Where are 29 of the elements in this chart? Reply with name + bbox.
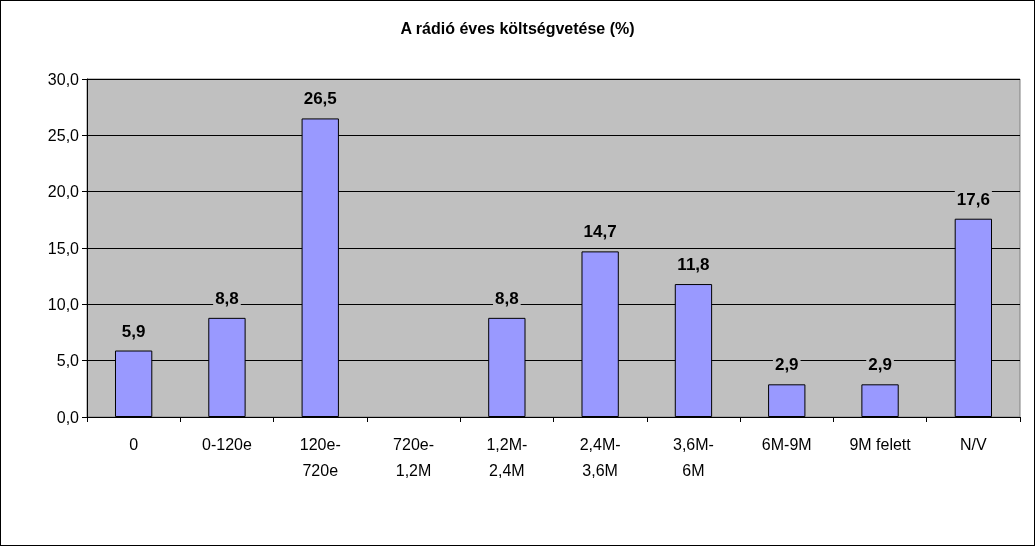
data-label: 11,8 — [677, 255, 710, 275]
y-tick-label: 5,0 — [56, 352, 80, 370]
data-label: 17,6 — [956, 189, 990, 209]
x-tick-label: 2,4M-3,6M — [579, 435, 621, 479]
data-label: 5,9 — [121, 321, 146, 341]
data-label: 26,5 — [303, 89, 337, 109]
data-label: 14,7 — [583, 222, 617, 242]
data-label: 2,9 — [868, 355, 892, 375]
data-label: 8,8 — [215, 288, 239, 308]
y-tick-label: 25,0 — [47, 126, 80, 144]
x-tick-label: 720e-1,2M — [393, 435, 435, 479]
x-tick-label: 6M-9M — [761, 435, 812, 453]
y-tick-label: 10,0 — [47, 295, 80, 313]
x-tick-label: 3,6M-6M — [673, 435, 714, 479]
y-tick-label: 30,0 — [47, 70, 80, 88]
y-tick-label: 0,0 — [56, 408, 80, 426]
x-tick-label: 0 — [129, 435, 139, 453]
y-tick-label: 15,0 — [47, 239, 80, 257]
data-label: 2,9 — [774, 355, 799, 375]
bar — [861, 384, 899, 417]
x-tick-label: 1,2M-2,4M — [486, 435, 528, 479]
x-tick-label: 9M felett — [849, 435, 912, 453]
x-tick-label: 120e-720e — [299, 435, 341, 479]
x-tick-label: N/V — [960, 435, 988, 453]
y-tick-label: 20,0 — [47, 183, 80, 201]
chart-title: A rádió éves költségvetése (%) — [400, 19, 635, 37]
x-tick-label: 0-120e — [202, 435, 252, 453]
data-label: 8,8 — [495, 288, 519, 308]
bar — [768, 384, 806, 417]
